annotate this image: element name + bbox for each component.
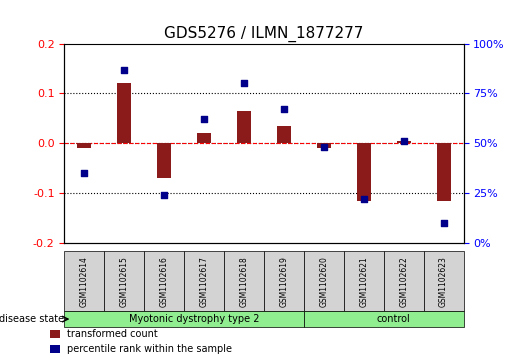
- FancyBboxPatch shape: [64, 311, 304, 327]
- FancyBboxPatch shape: [344, 251, 384, 311]
- Point: [439, 220, 448, 226]
- FancyBboxPatch shape: [384, 251, 423, 311]
- FancyBboxPatch shape: [224, 251, 264, 311]
- Bar: [117, 83, 131, 143]
- Bar: [237, 111, 251, 143]
- Text: GSM1102623: GSM1102623: [439, 256, 448, 307]
- FancyBboxPatch shape: [64, 251, 104, 311]
- Point: [280, 107, 288, 113]
- Bar: [397, 141, 410, 143]
- Point: [240, 81, 248, 86]
- Text: GSM1102616: GSM1102616: [160, 256, 168, 307]
- Text: GSM1102620: GSM1102620: [319, 256, 328, 307]
- Bar: [317, 143, 331, 148]
- Legend: transformed count, percentile rank within the sample: transformed count, percentile rank withi…: [46, 326, 236, 358]
- Text: GSM1102621: GSM1102621: [359, 256, 368, 307]
- Text: GSM1102615: GSM1102615: [120, 256, 129, 307]
- Point: [320, 144, 328, 150]
- FancyBboxPatch shape: [304, 251, 344, 311]
- Text: control: control: [377, 314, 410, 324]
- FancyBboxPatch shape: [104, 251, 144, 311]
- FancyBboxPatch shape: [423, 251, 464, 311]
- FancyBboxPatch shape: [144, 251, 184, 311]
- Text: GSM1102618: GSM1102618: [239, 256, 248, 307]
- Bar: [277, 126, 291, 143]
- Point: [80, 170, 89, 176]
- Bar: [197, 133, 211, 143]
- Text: Myotonic dystrophy type 2: Myotonic dystrophy type 2: [129, 314, 260, 324]
- Title: GDS5276 / ILMN_1877277: GDS5276 / ILMN_1877277: [164, 26, 364, 42]
- Point: [200, 117, 208, 122]
- FancyBboxPatch shape: [264, 251, 304, 311]
- Text: GSM1102614: GSM1102614: [80, 256, 89, 307]
- Bar: [357, 143, 371, 201]
- Bar: [77, 143, 91, 148]
- Text: GSM1102617: GSM1102617: [200, 256, 209, 307]
- Text: GSM1102622: GSM1102622: [399, 256, 408, 307]
- FancyBboxPatch shape: [184, 251, 224, 311]
- Text: GSM1102619: GSM1102619: [280, 256, 288, 307]
- Point: [160, 192, 168, 198]
- Bar: [157, 143, 171, 178]
- Bar: [437, 143, 451, 201]
- Text: disease state: disease state: [0, 314, 64, 324]
- Point: [400, 138, 408, 144]
- FancyBboxPatch shape: [304, 311, 464, 327]
- Point: [120, 67, 128, 73]
- Point: [359, 196, 368, 202]
